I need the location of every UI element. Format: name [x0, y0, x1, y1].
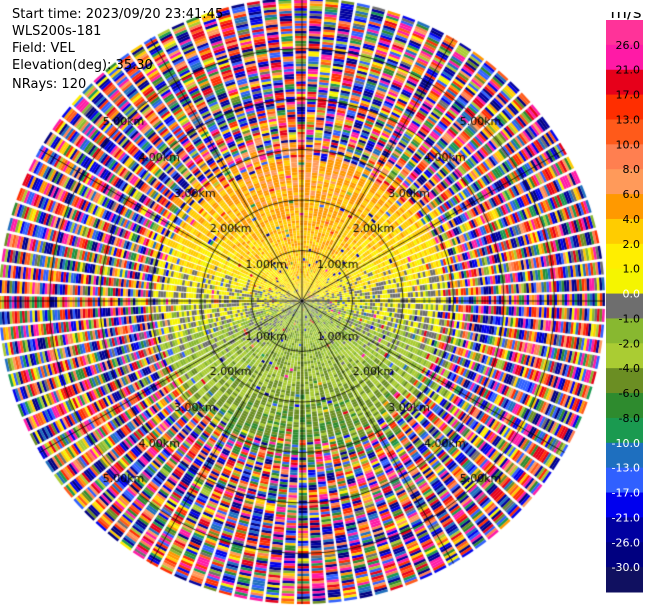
colorbar-swatch — [606, 343, 643, 369]
colorbar-swatch — [606, 20, 643, 46]
colorbar-swatch — [606, 368, 643, 394]
colorbar-tick-label: 4.0 — [623, 213, 641, 226]
field-label: Field: VEL — [12, 41, 75, 56]
nrays-label: NRays: 120 — [12, 77, 87, 92]
colorbar-swatch — [606, 293, 643, 319]
colorbar-swatch — [606, 417, 643, 444]
colorbar-swatch — [606, 517, 643, 543]
colorbar-legend: m/s 26.0 21.0 17.0 13.0 10.0 8.0 6.0 4.0 2.0 1.0 0… — [606, 12, 643, 593]
colorbar-tick-label: 2.0 — [623, 238, 641, 251]
colorbar-swatch — [606, 442, 643, 469]
colorbar-tick-label: 17.0 — [616, 89, 641, 102]
colorbar-tick-label: -30.0 — [612, 561, 640, 574]
colorbar-tick-label: 13.0 — [616, 113, 641, 126]
colorbar-tick-label: 10.0 — [616, 138, 641, 151]
colorbar-unit-label: m/s — [610, 12, 641, 23]
colorbar-swatch — [606, 144, 643, 170]
site-label: WLS200s-181 — [12, 24, 102, 39]
colorbar-tick-label: -1.0 — [619, 312, 640, 325]
colorbar-swatch — [606, 94, 643, 120]
colorbar-tick-label: -21.0 — [612, 511, 640, 524]
colorbar-tick-label: -17.0 — [612, 487, 640, 500]
colorbar-swatch — [606, 44, 643, 71]
colorbar-tick-label: -13.0 — [612, 462, 640, 475]
colorbar-swatch — [606, 318, 643, 344]
colorbar-swatch — [606, 567, 643, 593]
colorbar-swatch — [606, 492, 643, 518]
start-time-label: Start time: 2023/09/20 23:41:45 — [12, 7, 224, 22]
colorbar-swatch — [606, 393, 643, 419]
colorbar-tick-label: 8.0 — [623, 163, 641, 176]
colorbar-swatch — [606, 542, 643, 568]
colorbar-swatch — [606, 194, 643, 220]
colorbar-tick-label: -6.0 — [619, 387, 640, 400]
colorbar-tick-label: -10.0 — [612, 437, 640, 450]
colorbar-swatch — [606, 169, 643, 195]
colorbar-tick-label: 21.0 — [616, 64, 641, 77]
colorbar-swatch — [606, 69, 643, 96]
colorbar-swatch — [606, 268, 643, 295]
colorbar-tick-label: 0.0 — [623, 288, 641, 301]
colorbar-tick-label: 26.0 — [616, 39, 641, 52]
colorbar-tick-label: -8.0 — [619, 412, 640, 425]
colorbar-tick-label: 6.0 — [623, 188, 641, 201]
colorbar-swatch — [606, 218, 643, 245]
colorbar-tick-label: -4.0 — [619, 362, 640, 375]
elevation-label: Elevation(deg): 35.30 — [12, 58, 153, 73]
colorbar-swatch — [606, 119, 643, 145]
plot-info: Start time: 2023/09/20 23:41:45 WLS200s-… — [12, 6, 223, 93]
colorbar-swatch — [606, 243, 643, 270]
colorbar-tick-label: 1.0 — [623, 263, 641, 276]
colorbar-tick-label: -2.0 — [619, 337, 640, 350]
colorbar-tick-label: -26.0 — [612, 536, 640, 549]
colorbar-swatch — [606, 467, 643, 494]
